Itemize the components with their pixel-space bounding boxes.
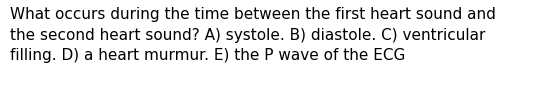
Text: What occurs during the time between the first heart sound and
the second heart s: What occurs during the time between the …: [10, 7, 496, 63]
